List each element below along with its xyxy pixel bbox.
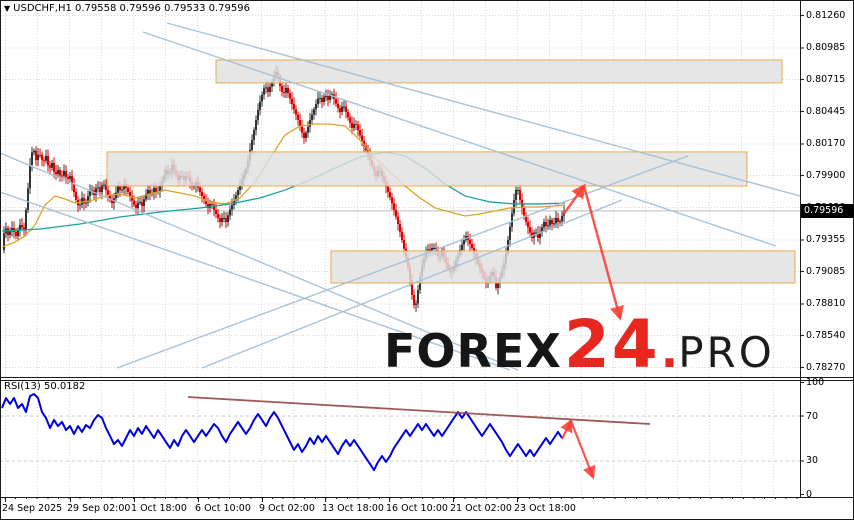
price-axis-label: 0.79900 [806,170,846,182]
price-zones [106,59,796,284]
time-axis-label: 6 Oct 10:00 [195,503,251,514]
forecast-arrow-main [562,183,624,321]
time-axis-label: 13 Oct 18:00 [322,503,384,514]
price-axis-label: 0.80170 [806,138,846,150]
watermark-pro: PRO [678,328,775,377]
middle-resistance-zone [106,151,748,187]
descending-line-1[interactable] [166,22,801,197]
rsi-axis-label: 0 [806,489,813,500]
symbol-dropdown-icon[interactable]: ▼ [4,4,11,13]
price-axis-label: 0.79355 [806,234,846,246]
chart-title: ▼ USDCHF,H1 0.79558 0.79596 0.79533 0.795… [4,3,250,14]
price-axis-label: 0.78540 [806,330,846,342]
ascending-line-2[interactable] [201,199,623,369]
descending-line-3[interactable] [0,152,519,371]
price-axis-label: 0.81260 [806,10,846,21]
price-axis-label: 0.79085 [806,266,846,278]
upper-resistance-zone [215,59,783,84]
lower-support-zone [330,250,796,284]
time-axis-label: 23 Oct 18:00 [514,503,576,514]
rsi-panel [1,392,651,480]
symbol-ohlc-label: USDCHF,H1 0.79558 0.79596 0.79533 0.7959… [13,3,250,14]
price-axis-label: 0.80985 [806,42,846,54]
descending-line-2[interactable] [142,31,777,247]
rsi-axis-label: 100 [806,377,825,388]
time-axis-label: 24 Sep 2025 [2,503,63,514]
price-axis-label: 0.80445 [806,105,846,117]
price-axis-label: 0.78810 [806,298,846,310]
current-price-badge: 0.79596 [801,204,854,218]
ascending-line-1[interactable] [116,155,689,369]
rsi-axis-label: 70 [806,410,819,422]
watermark-dot: . [660,324,679,378]
watermark-24: 24 [563,306,660,383]
descending-line-4[interactable] [0,191,511,371]
price-axis-label: 0.78270 [806,362,846,373]
watermark-logo: FOREX 24. PRO [384,306,775,383]
watermark-forex: FOREX [384,324,562,378]
time-axis-label: 1 Oct 18:00 [131,503,187,514]
price-axis-label: 0.80715 [806,74,846,86]
time-axis-label: 29 Sep 02:00 [67,503,131,514]
time-axis-label: 21 Oct 02:00 [450,503,512,514]
rsi-trendline[interactable] [187,396,651,425]
rsi-indicator-label: RSI(13) 50.0182 [4,381,86,392]
trendlines [0,22,801,371]
rsi-axis-label: 30 [806,455,819,467]
time-axis-label: 16 Oct 10:00 [386,503,448,514]
time-axis-label: 9 Oct 02:00 [259,503,315,514]
